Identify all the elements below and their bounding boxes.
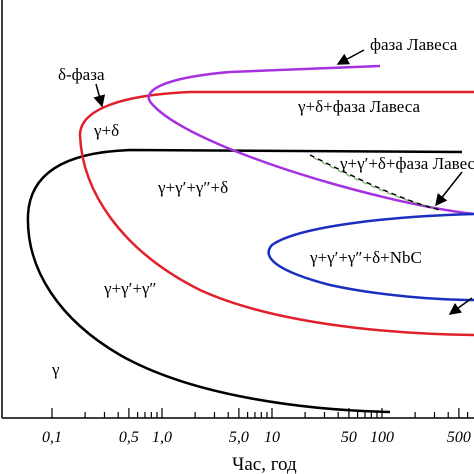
dashed-curve-green — [313, 157, 437, 209]
region-label: γ — [51, 360, 60, 379]
purple-curve — [147, 64, 474, 216]
region-label: γ+γ′+γ″ — [103, 279, 157, 298]
black-curve — [26, 148, 463, 414]
region-label: γ+δ — [93, 121, 119, 140]
x-tick-label: 0,1 — [42, 429, 62, 446]
x-tick-label: 0,5 — [119, 429, 139, 446]
x-ticks: 0,1 0,5 1,0 5,0 10 50 100 500 — [42, 408, 471, 446]
x-tick-label: 500 — [447, 429, 471, 446]
red-curve — [78, 90, 474, 337]
x-tick-label: 10 — [264, 429, 280, 446]
dashed-curve — [309, 154, 441, 211]
region-label: δ-фаза — [58, 65, 105, 84]
arrow — [336, 49, 365, 65]
arrow — [93, 83, 106, 108]
x-axis-label: Час, год — [232, 454, 297, 474]
arrow — [448, 297, 473, 315]
curve-label: фаза Лавеса — [370, 35, 458, 54]
region-label: γ+γ′+γ″+δ — [157, 178, 228, 197]
x-tick-label: 50 — [341, 429, 357, 446]
arrow — [435, 171, 463, 207]
region-label: γ+γ′+δ+фаза Лавеса — [339, 154, 474, 173]
region-label: γ+δ+фаза Лавеса — [297, 97, 420, 116]
x-tick-label: 5,0 — [229, 429, 249, 446]
axes-frame — [1, 0, 474, 419]
region-label: γ+γ′+γ″+δ+NbC — [309, 248, 422, 267]
x-tick-label: 100 — [370, 429, 394, 446]
x-tick-label: 1,0 — [152, 429, 172, 446]
blue-curve — [267, 212, 474, 302]
